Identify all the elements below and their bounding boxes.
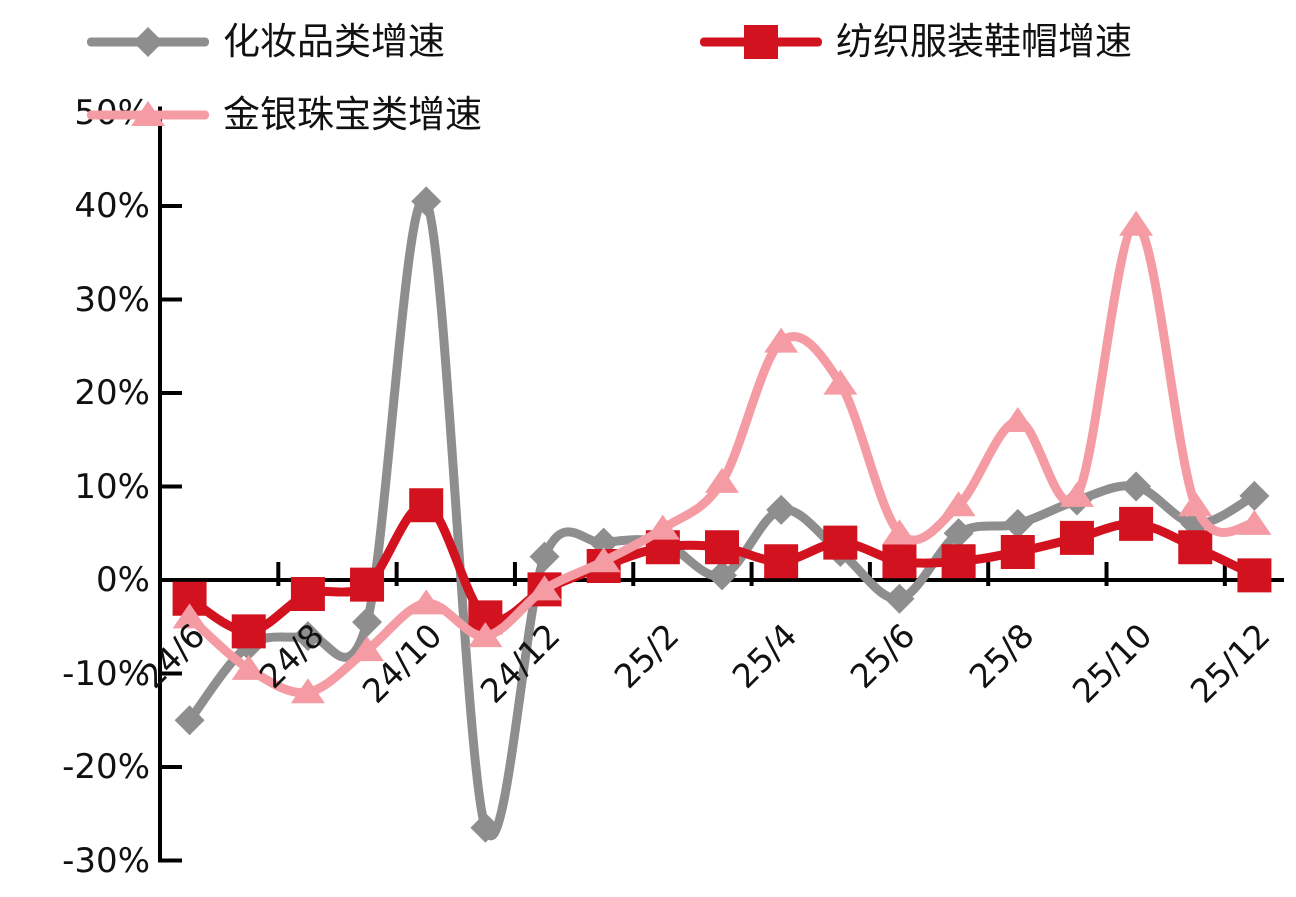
data-point-1-25/8 bbox=[1000, 534, 1035, 569]
data-point-0-25/6 bbox=[884, 583, 915, 614]
data-point-2-25/2 bbox=[645, 514, 680, 540]
data-point-2-24/12 bbox=[527, 575, 562, 601]
y-axis-tick bbox=[158, 391, 182, 395]
y-axis-tick-label: -10% bbox=[62, 653, 150, 694]
data-point-2-25/6 bbox=[882, 519, 917, 545]
y-axis-tick bbox=[158, 858, 182, 863]
data-point-0-24/12 bbox=[529, 541, 560, 572]
series-line-0 bbox=[185, 194, 1259, 841]
data-point-2-24/6 bbox=[172, 603, 207, 629]
y-axis-tick-label: 0% bbox=[96, 560, 150, 600]
y-axis-tick-label: 10% bbox=[74, 466, 150, 507]
y-axis-tick-label: -30% bbox=[62, 840, 150, 881]
data-point-2-25/8 bbox=[1000, 407, 1035, 433]
data-point-1-24/11 bbox=[468, 600, 503, 635]
data-point-2-25/10 bbox=[1119, 210, 1154, 236]
y-axis-tick bbox=[158, 578, 182, 582]
legend-label: 纺织服装鞋帽增速 bbox=[836, 20, 1132, 63]
data-point-2-25/11 bbox=[1178, 491, 1213, 517]
data-point-1-25/7 bbox=[941, 544, 976, 579]
data-point-2-24/8 bbox=[290, 678, 325, 704]
data-point-1-25/4 bbox=[764, 544, 799, 579]
x-axis-tick bbox=[158, 562, 162, 586]
data-point-1-25/6 bbox=[882, 544, 917, 579]
data-point-0-25/7 bbox=[943, 518, 974, 549]
data-point-1-24/8 bbox=[290, 577, 325, 612]
data-point-2-25/12 bbox=[1237, 509, 1272, 535]
y-axis-tick bbox=[158, 765, 182, 769]
data-point-1-25/9 bbox=[1059, 520, 1094, 555]
data-point-1-24/6 bbox=[172, 581, 207, 616]
data-point-0-25/8 bbox=[1002, 508, 1033, 539]
series-line-2 bbox=[185, 220, 1259, 698]
data-point-0-25/4 bbox=[766, 494, 797, 525]
data-point-0-24/6 bbox=[174, 705, 205, 736]
legend-item-1: 纺织服装鞋帽增速 bbox=[698, 16, 1132, 68]
data-point-1-25/12 bbox=[1237, 558, 1272, 593]
data-point-0-25/3 bbox=[707, 560, 737, 591]
data-point-1-24/9 bbox=[350, 567, 385, 602]
data-point-1-25/3 bbox=[705, 530, 739, 565]
y-axis-tick bbox=[158, 671, 182, 676]
data-point-1-24/7 bbox=[231, 614, 266, 649]
data-point-0-24/8 bbox=[292, 621, 323, 652]
data-point-2-24/10 bbox=[409, 589, 444, 615]
data-point-2-24/9 bbox=[350, 636, 385, 662]
data-point-2-25/7 bbox=[941, 491, 976, 517]
x-axis-tick bbox=[1222, 562, 1227, 586]
data-point-2-25/9 bbox=[1059, 481, 1094, 507]
data-point-2-24/7 bbox=[231, 654, 266, 680]
data-point-1-25/11 bbox=[1178, 530, 1213, 565]
y-axis-tick-label: 30% bbox=[74, 279, 150, 320]
legend-item-0: 化妆品类增速 bbox=[85, 16, 445, 68]
legend-marker-triangle-icon bbox=[87, 101, 209, 126]
y-axis-tick bbox=[158, 297, 182, 302]
x-axis-tick bbox=[512, 562, 517, 586]
y-axis-tick-label: 20% bbox=[74, 373, 150, 413]
legend-item-2: 金银珠宝类增速 bbox=[85, 89, 482, 141]
x-axis-tick bbox=[1104, 562, 1109, 586]
data-point-2-25/3 bbox=[705, 467, 739, 493]
y-axis-tick-label: 40% bbox=[74, 186, 150, 226]
x-axis-tick bbox=[986, 562, 991, 586]
data-point-2-25/1 bbox=[586, 547, 621, 573]
y-axis-tick-label: -20% bbox=[62, 747, 150, 787]
x-axis-tick bbox=[394, 562, 399, 586]
y-axis-tick bbox=[158, 484, 182, 489]
data-point-1-24/10 bbox=[409, 488, 444, 523]
data-point-1-25/10 bbox=[1119, 506, 1154, 541]
data-point-0-24/10 bbox=[411, 186, 442, 217]
legend-marker-diamond-icon bbox=[87, 27, 209, 57]
legend-marker-square-icon bbox=[700, 25, 822, 59]
data-point-2-25/4 bbox=[764, 327, 799, 353]
x-axis-tick bbox=[631, 562, 636, 586]
legend-label: 化妆品类增速 bbox=[223, 20, 445, 63]
data-point-0-24/9 bbox=[352, 607, 383, 638]
data-point-0-24/11 bbox=[470, 812, 501, 843]
data-point-1-25/5 bbox=[823, 525, 858, 560]
data-point-0-25/12 bbox=[1239, 480, 1270, 511]
x-axis-tick bbox=[749, 562, 754, 586]
data-point-0-25/10 bbox=[1121, 471, 1152, 502]
x-axis-tick bbox=[276, 562, 281, 586]
y-axis-tick bbox=[158, 204, 182, 208]
data-point-2-25/5 bbox=[823, 369, 858, 395]
x-axis-tick bbox=[867, 562, 872, 586]
data-point-2-24/11 bbox=[468, 622, 503, 648]
legend-label: 金银珠宝类增速 bbox=[223, 93, 482, 136]
